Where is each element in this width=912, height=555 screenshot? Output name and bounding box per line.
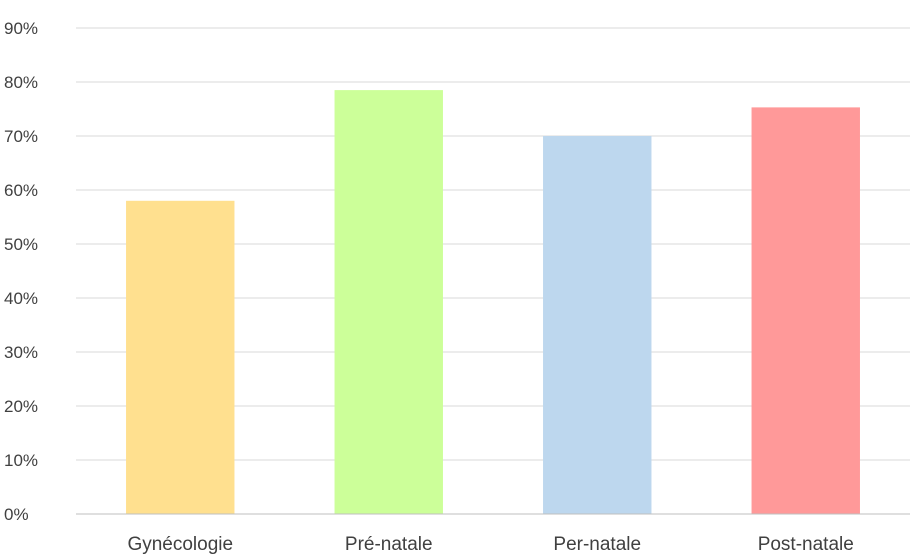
y-tick-label: 70% <box>4 127 38 146</box>
y-tick-label: 80% <box>4 73 38 92</box>
y-tick-label: 40% <box>4 289 38 308</box>
x-category-label: Pré-natale <box>345 534 433 555</box>
y-tick-label: 50% <box>4 235 38 254</box>
y-tick-label: 90% <box>4 19 38 38</box>
y-tick-label: 0% <box>4 505 29 524</box>
x-category-label: Gynécologie <box>127 534 233 555</box>
x-category-label: Per-natale <box>553 534 641 555</box>
bar-3 <box>543 136 652 514</box>
y-tick-label: 10% <box>4 451 38 470</box>
bar-2 <box>334 90 443 514</box>
x-category-label: Post-natale <box>758 534 854 555</box>
y-axis-tick-labels: 0% 10% 20% 30% 40% 50% 60% 70% 80% 90% <box>4 19 38 524</box>
x-axis-category-labels: Gynécologie Pré-natale Per-natale Post-nata… <box>127 534 853 555</box>
bars <box>126 90 860 515</box>
y-tick-label: 30% <box>4 343 38 362</box>
bar-1 <box>126 200 235 515</box>
bar-4 <box>751 107 860 514</box>
y-tick-label: 60% <box>4 181 38 200</box>
y-tick-label: 20% <box>4 397 38 416</box>
